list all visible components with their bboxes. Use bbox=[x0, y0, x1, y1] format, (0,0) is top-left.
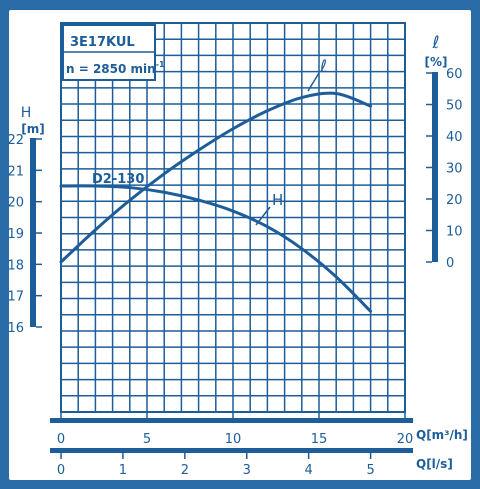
efficiency-tick-label: 50 bbox=[446, 99, 463, 114]
flow-m3h-tick-label: 15 bbox=[311, 432, 328, 447]
speed-exponent: -1 bbox=[156, 60, 165, 69]
chart-grid bbox=[60, 22, 406, 413]
flow-ls-tick-label: 2 bbox=[181, 463, 189, 478]
flow-m3h-tick-label: 5 bbox=[143, 432, 151, 447]
efficiency-axis-bar bbox=[432, 72, 438, 262]
flow-m3h-axis-bar bbox=[50, 418, 413, 423]
head-axis-label: H bbox=[21, 105, 32, 121]
h-curve-label: H bbox=[272, 191, 283, 209]
impeller-label: D2-130 bbox=[92, 172, 144, 187]
flow-ls-tick-label: 3 bbox=[243, 463, 251, 478]
head-tick-label: 18 bbox=[7, 258, 24, 273]
head-axis-unit: [m] bbox=[21, 122, 44, 136]
flow-ls-tick-label: 0 bbox=[57, 463, 65, 478]
flow-ls-axis-bar bbox=[50, 448, 413, 453]
flow-m3h-tick-label: 0 bbox=[57, 432, 65, 447]
efficiency-tick-label: 0 bbox=[446, 256, 454, 271]
head-axis-bar bbox=[30, 138, 36, 327]
head-tick-label: 20 bbox=[7, 196, 24, 211]
speed-text: n = 2850 min bbox=[66, 62, 156, 76]
flow-m3h-tick-label: 10 bbox=[225, 432, 242, 447]
flow-m3h-tick-label: 20 bbox=[397, 432, 414, 447]
speed-label: n = 2850 min-1 bbox=[66, 60, 165, 76]
head-tick-label: 21 bbox=[7, 164, 24, 179]
efficiency-tick-label: 40 bbox=[446, 130, 463, 145]
curves bbox=[59, 91, 373, 313]
chart-paper bbox=[9, 10, 471, 480]
flow-ls-tick-label: 5 bbox=[366, 463, 374, 478]
head-tick-label: 19 bbox=[7, 227, 24, 242]
eff-curve-label: ℓ bbox=[319, 57, 327, 77]
efficiency-tick-label: 10 bbox=[446, 225, 463, 240]
flow-ls-tick-label: 4 bbox=[305, 463, 313, 478]
efficiency-tick-label: 20 bbox=[446, 193, 463, 208]
flow-axis-m3h: Q[m³/h] 0 5 10 15 20 bbox=[50, 411, 468, 447]
curve-annotations: D2-130 H ℓ bbox=[92, 57, 327, 226]
eff-label-leader bbox=[307, 72, 320, 92]
head-tick-label: 17 bbox=[7, 290, 24, 305]
efficiency-tick-label: 60 bbox=[446, 67, 463, 82]
flow-m3h-axis-label: Q[m³/h] bbox=[416, 428, 468, 442]
efficiency-tick-label: 30 bbox=[446, 162, 463, 177]
flow-ls-tick-label: 1 bbox=[119, 463, 127, 478]
efficiency-axis-unit: [%] bbox=[425, 55, 448, 69]
flow-axis-ls: Q[l/s] 0 1 2 3 4 5 bbox=[50, 448, 453, 478]
model-label: 3E17KUL bbox=[70, 35, 135, 50]
head-tick-label: 22 bbox=[7, 133, 24, 148]
h-label-leader bbox=[255, 206, 271, 226]
head-curve bbox=[59, 184, 373, 313]
head-tick-label: 16 bbox=[7, 321, 24, 336]
head-axis: H [m] 16 17 18 19 20 21 22 bbox=[7, 105, 44, 336]
info-box: 3E17KUL n = 2850 min-1 bbox=[62, 24, 165, 81]
efficiency-axis: ℓ [%] 0 10 20 30 40 50 60 bbox=[425, 33, 463, 271]
efficiency-curve bbox=[59, 91, 373, 264]
flow-ls-axis-label: Q[l/s] bbox=[416, 457, 453, 471]
efficiency-axis-label: ℓ bbox=[431, 33, 439, 53]
